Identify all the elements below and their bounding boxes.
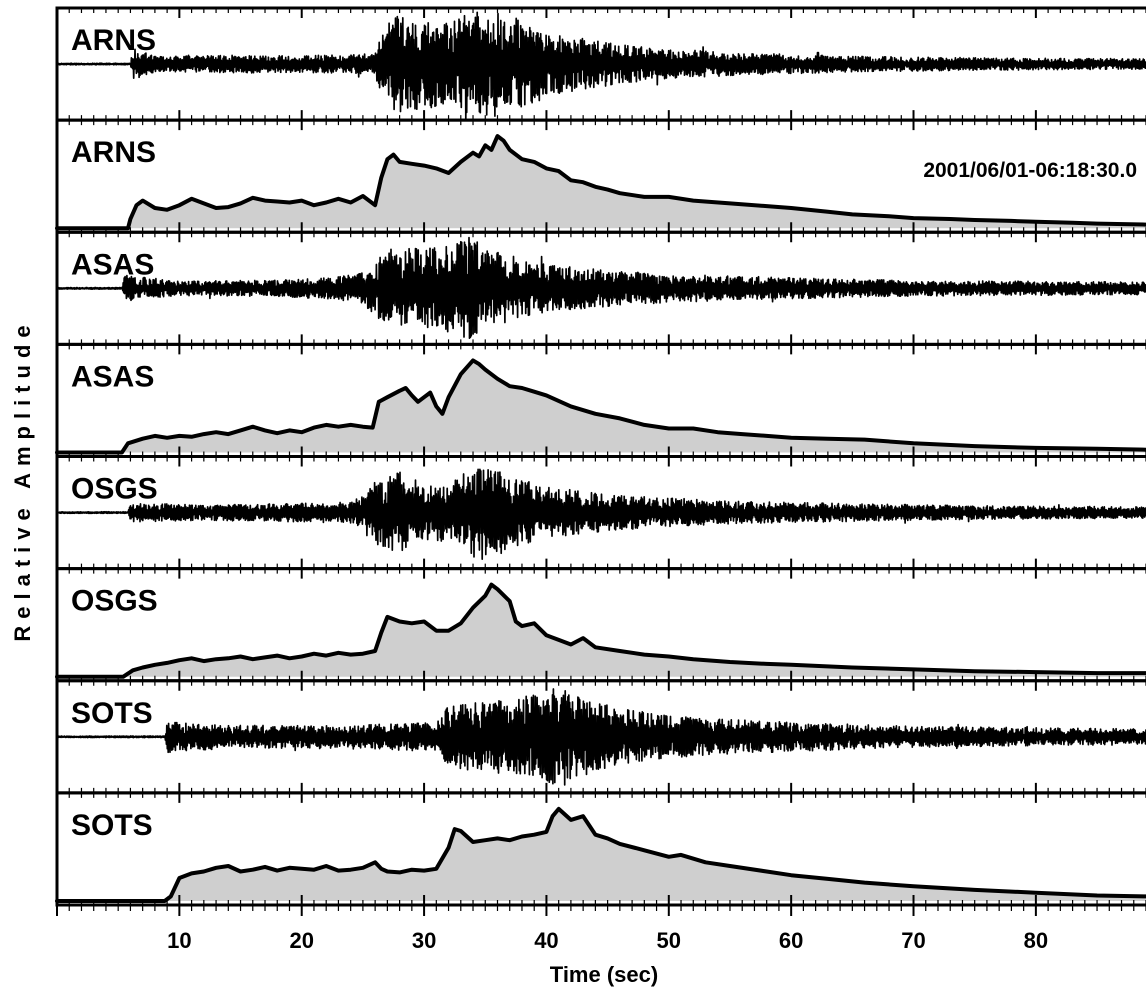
station-label: OSGS <box>71 473 158 506</box>
waveform-trace <box>56 236 1146 340</box>
envelope-fill <box>57 584 1146 677</box>
x-tick-label: 30 <box>412 928 436 953</box>
panels-layer: ARNS ARNS ASAS ASAS OSGS OSGS SOTS SOTS <box>55 6 1146 907</box>
panel-3-asas-waveform: ASAS <box>55 230 1146 346</box>
panel-frame <box>55 791 1146 907</box>
envelope-fill <box>57 136 1146 229</box>
x-tick-label: 70 <box>901 928 925 953</box>
waveform-trace <box>56 11 1146 120</box>
x-axis-title: Time (sec) <box>550 962 658 987</box>
panel-6-osgs-envelope: OSGS <box>55 567 1146 683</box>
panel-4-asas-envelope: ASAS <box>55 342 1146 458</box>
station-label: ASAS <box>71 360 154 393</box>
ticks-layer <box>56 8 1146 916</box>
y-axis-title: Relative Amplitude <box>10 318 35 641</box>
envelope-line <box>55 806 1146 903</box>
envelope-line <box>55 582 1146 679</box>
station-label: SOTS <box>71 697 153 730</box>
station-label: ARNS <box>71 136 156 169</box>
station-label: ASAS <box>71 248 154 281</box>
panel-7-sots-waveform: SOTS <box>55 679 1146 795</box>
panel-5-osgs-waveform: OSGS <box>55 455 1146 571</box>
station-label: ARNS <box>71 24 156 57</box>
x-tick-label: 10 <box>167 928 191 953</box>
envelope-line <box>55 134 1146 231</box>
waveform-trace <box>56 688 1146 786</box>
x-tick-labels: 10 20 30 40 50 60 70 80 <box>167 928 1048 953</box>
waveform-trace <box>56 468 1146 560</box>
event-timestamp: 2001/06/01-06:18:30.0 <box>923 159 1137 182</box>
x-tick-label: 80 <box>1024 928 1048 953</box>
x-tick-label: 50 <box>657 928 681 953</box>
envelope-line <box>55 358 1146 455</box>
station-label: SOTS <box>71 809 153 842</box>
x-tick-label: 60 <box>779 928 803 953</box>
envelope-fill <box>57 808 1146 901</box>
x-tick-label: 20 <box>289 928 313 953</box>
panel-8-sots-envelope: SOTS <box>55 791 1146 907</box>
station-label: OSGS <box>71 585 158 618</box>
envelope-fill <box>57 360 1146 453</box>
x-tick-label: 40 <box>534 928 558 953</box>
panel-1-arns-waveform: ARNS <box>55 6 1146 122</box>
